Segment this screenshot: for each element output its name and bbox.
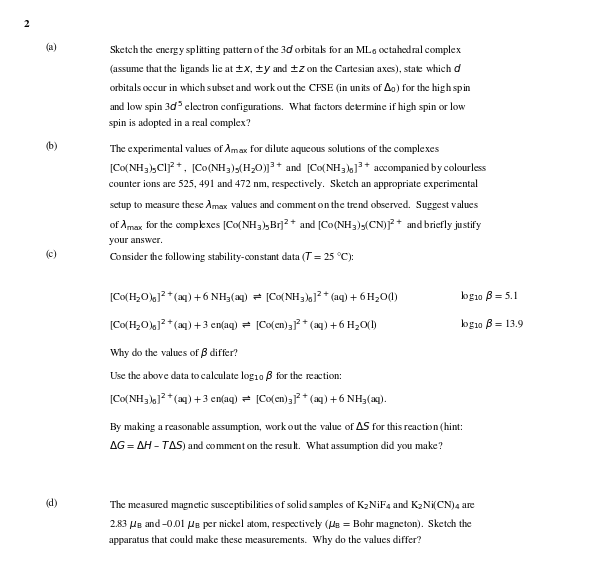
Text: log$_{10}$ $\beta$ = 13.9: log$_{10}$ $\beta$ = 13.9 — [460, 317, 524, 331]
Text: Use the above data to calculate log$_{10}$ $\beta$ for the reaction:: Use the above data to calculate log$_{10… — [109, 368, 342, 382]
Text: (a): (a) — [46, 43, 57, 52]
Text: The experimental values of $\lambda_{\rm max}$ for dilute aqueous solutions of t: The experimental values of $\lambda_{\rm… — [109, 141, 440, 155]
Text: [Co(H$_2$O)$_6$]$^{2+}$(aq) + 6 NH$_3$(aq) $\rightleftharpoons$ [Co(NH$_3$)$_6$]: [Co(H$_2$O)$_6$]$^{2+}$(aq) + 6 NH$_3$(a… — [109, 289, 398, 304]
Text: of $\lambda_{\rm max}$ for the complexes [Co(NH$_3$)$_5$Br]$^{2+}$ and [Co(NH$_3: of $\lambda_{\rm max}$ for the complexes… — [109, 217, 482, 233]
Text: The measured magnetic susceptibilities of solid samples of K$_2$NiF$_4$ and K$_2: The measured magnetic susceptibilities o… — [109, 498, 476, 512]
Text: (b): (b) — [46, 141, 58, 151]
Text: setup to measure these $\lambda_{\rm max}$ values and comment on the trend obser: setup to measure these $\lambda_{\rm max… — [109, 198, 478, 212]
Text: (c): (c) — [46, 250, 57, 260]
Text: (d): (d) — [46, 498, 58, 508]
Text: 2.83 $\mu_{\rm B}$ and –0.01 $\mu_{\rm B}$ per nickel atom, respectively ($\mu_{: 2.83 $\mu_{\rm B}$ and –0.01 $\mu_{\rm B… — [109, 517, 472, 531]
Text: apparatus that could make these measurements.  Why do the values differ?: apparatus that could make these measurem… — [109, 535, 420, 545]
Text: $\Delta G$ = $\Delta H$ – $T$$\Delta S$) and comment on the result.  What assump: $\Delta G$ = $\Delta H$ – $T$$\Delta S$)… — [109, 439, 443, 453]
Text: Why do the values of $\beta$ differ?: Why do the values of $\beta$ differ? — [109, 346, 239, 360]
Text: By making a reasonable assumption, work out the value of $\Delta S$ for this rea: By making a reasonable assumption, work … — [109, 420, 463, 435]
Text: Sketch the energy splitting pattern of the 3$d$ orbitals for an ML$_6$ octahedra: Sketch the energy splitting pattern of t… — [109, 43, 462, 57]
Text: and low spin 3$d^5$ electron configurations.  What factors determine if high spi: and low spin 3$d^5$ electron configurati… — [109, 100, 466, 115]
Text: Consider the following stability-constant data ($T$ = 25 °C):: Consider the following stability-constan… — [109, 250, 355, 264]
Text: [Co(NH$_3$)$_5$Cl]$^{2+}$,  [Co(NH$_3$)$_5$(H$_2$O)]$^{3+}$ and  [Co(NH$_3$)$_6$: [Co(NH$_3$)$_5$Cl]$^{2+}$, [Co(NH$_3$)$_… — [109, 161, 487, 176]
Text: your answer.: your answer. — [109, 236, 163, 246]
Text: log$_{10}$ $\beta$ = 5.1: log$_{10}$ $\beta$ = 5.1 — [460, 289, 518, 303]
Text: [Co(NH$_3$)$_6$]$^{2+}$(aq) + 3 en(aq) $\rightleftharpoons$ [Co(en)$_3$]$^{2+}$(: [Co(NH$_3$)$_6$]$^{2+}$(aq) + 3 en(aq) $… — [109, 391, 387, 407]
Text: counter ions are 525, 491 and 472 nm, respectively.  Sketch an appropriate exper: counter ions are 525, 491 and 472 nm, re… — [109, 179, 478, 189]
Text: (assume that the ligands lie at $\pm x$, $\pm y$ and $\pm z$ on the Cartesian ax: (assume that the ligands lie at $\pm x$,… — [109, 62, 461, 76]
Text: 2: 2 — [23, 20, 29, 29]
Text: [Co(H$_2$O)$_6$]$^{2+}$(aq) + 3 en(aq) $\rightleftharpoons$ [Co(en)$_3$]$^{2+}$(: [Co(H$_2$O)$_6$]$^{2+}$(aq) + 3 en(aq) $… — [109, 317, 377, 333]
Text: spin is adopted in a real complex?: spin is adopted in a real complex? — [109, 118, 250, 128]
Text: orbitals occur in which subset and work out the CFSE (in units of $\Delta_0$) fo: orbitals occur in which subset and work … — [109, 80, 472, 94]
